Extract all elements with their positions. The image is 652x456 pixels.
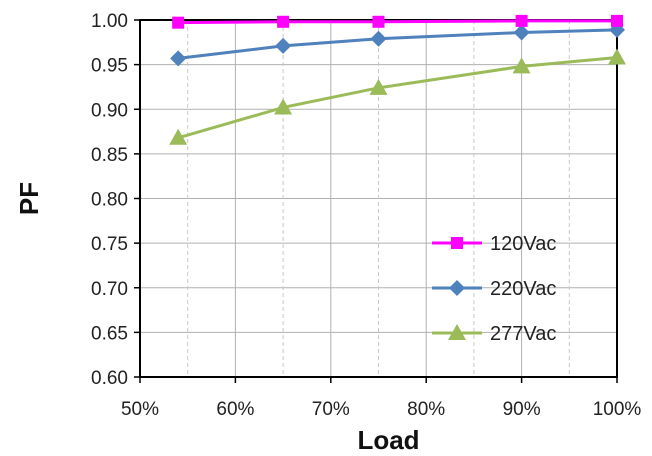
legend: 120Vac 220Vac 277Vac bbox=[432, 233, 556, 345]
data-point bbox=[169, 128, 188, 145]
y-axis-tick-labels: 0.60 0.65 0.70 0.75 0.80 0.85 0.90 0.95 1.00 bbox=[91, 11, 128, 389]
x-tick-label: 70% bbox=[312, 399, 350, 420]
x-tick-label: 90% bbox=[503, 399, 541, 420]
y-tick-label: 0.70 bbox=[91, 279, 128, 300]
y-tick-label: 0.60 bbox=[91, 368, 128, 389]
data-point bbox=[512, 57, 531, 74]
legend-marker bbox=[448, 324, 466, 340]
data-point bbox=[277, 15, 290, 28]
y-tick-label: 0.75 bbox=[91, 234, 128, 255]
legend-label: 120Vac bbox=[490, 233, 556, 255]
legend-item: 220Vac bbox=[432, 278, 556, 300]
series-120Vac bbox=[172, 14, 623, 29]
y-tick-label: 0.85 bbox=[91, 145, 128, 166]
x-tick-label: 50% bbox=[121, 399, 159, 420]
data-point bbox=[172, 16, 185, 29]
x-tick-label: 80% bbox=[407, 399, 445, 420]
series-277Vac bbox=[169, 48, 626, 145]
y-tick-label: 0.95 bbox=[91, 56, 128, 77]
x-axis-tick-labels: 50% 60% 70% 80% 90% 100% bbox=[121, 399, 641, 420]
legend-marker bbox=[449, 280, 465, 296]
legend-label: 220Vac bbox=[490, 278, 556, 300]
y-axis-title: PF bbox=[14, 182, 44, 215]
data-point bbox=[369, 78, 388, 95]
legend-label: 277Vac bbox=[490, 323, 556, 345]
y-tick-label: 0.80 bbox=[91, 190, 128, 211]
data-point bbox=[611, 14, 623, 27]
data-point bbox=[275, 37, 292, 54]
data-point bbox=[608, 48, 626, 65]
y-tick-label: 0.65 bbox=[91, 323, 128, 344]
data-point bbox=[274, 98, 293, 115]
y-tick-label: 0.90 bbox=[91, 100, 128, 121]
x-tick-label: 60% bbox=[216, 399, 254, 420]
legend-item: 277Vac bbox=[432, 323, 556, 345]
data-point bbox=[515, 14, 528, 27]
series-layer bbox=[169, 14, 626, 145]
data-point bbox=[370, 30, 387, 47]
legend-marker bbox=[451, 237, 463, 249]
x-axis-title: Load bbox=[357, 425, 419, 455]
data-point bbox=[372, 15, 385, 28]
y-tick-label: 1.00 bbox=[91, 11, 128, 32]
legend-item: 120Vac bbox=[432, 233, 556, 255]
data-point bbox=[513, 24, 530, 41]
x-tick-label: 100% bbox=[593, 399, 642, 420]
data-point bbox=[170, 50, 187, 67]
